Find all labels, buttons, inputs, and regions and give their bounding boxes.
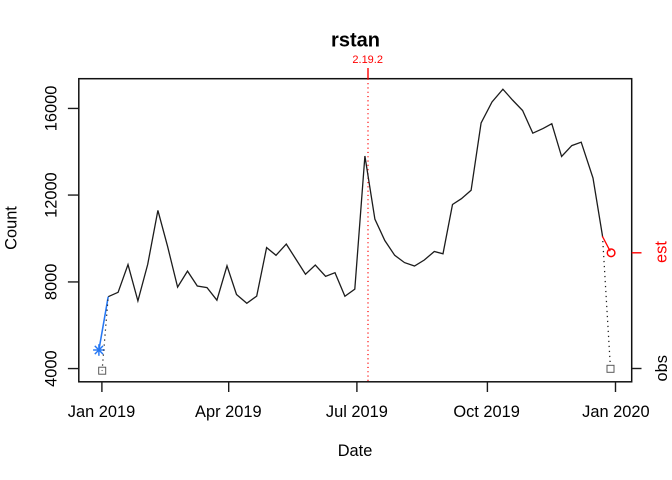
svg-text:4000: 4000 (43, 350, 61, 386)
svg-text:16000: 16000 (43, 86, 61, 132)
svg-text:rstan: rstan (331, 30, 380, 52)
svg-text:12000: 12000 (43, 172, 61, 218)
svg-text:2.19.2: 2.19.2 (352, 54, 383, 66)
svg-text:Jan 2019: Jan 2019 (68, 403, 135, 421)
svg-text:8000: 8000 (43, 264, 61, 300)
svg-text:Jan 2020: Jan 2020 (582, 403, 649, 421)
svg-text:Apr 2019: Apr 2019 (195, 403, 262, 421)
svg-text:Date: Date (338, 442, 373, 460)
svg-text:Count: Count (3, 206, 21, 250)
svg-text:Jul 2019: Jul 2019 (326, 403, 388, 421)
svg-text:obs: obs (653, 355, 671, 381)
svg-text:est: est (653, 241, 671, 263)
svg-text:Oct 2019: Oct 2019 (453, 403, 520, 421)
